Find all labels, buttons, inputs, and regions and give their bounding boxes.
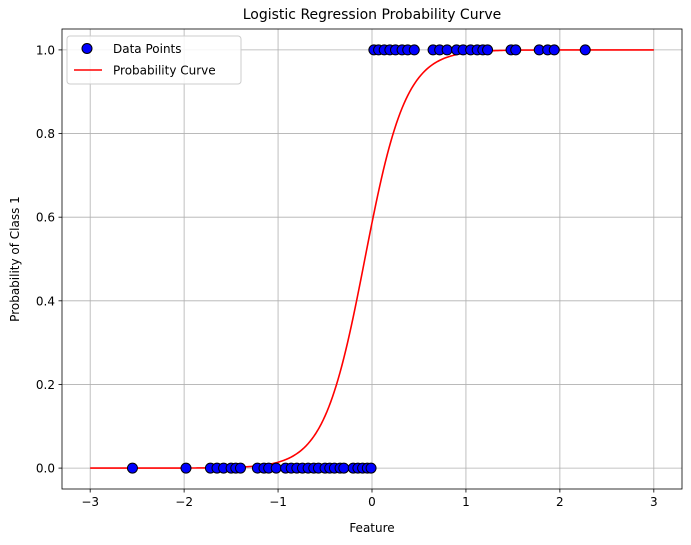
x-tick-label: 1 <box>462 495 470 509</box>
y-tick-label: 0.4 <box>36 294 55 308</box>
data-point <box>234 462 246 474</box>
legend-probability-curve-label: Probability Curve <box>113 64 216 78</box>
data-point <box>365 462 377 474</box>
x-axis-label: Feature <box>349 521 394 535</box>
axis-ticks: −3 −2 −1 0 1 2 3 0.0 0.2 0.4 0.6 0.8 1.0 <box>36 43 658 509</box>
x-tick-label: 0 <box>368 495 376 509</box>
y-axis-label: Probability of Class 1 <box>8 196 22 322</box>
y-tick-label: 0.2 <box>36 378 55 392</box>
x-tick-label: 3 <box>650 495 658 509</box>
data-point <box>270 462 282 474</box>
data-point <box>441 44 453 56</box>
legend: Data Points Probability Curve <box>66 35 242 85</box>
data-points-layer <box>126 44 591 474</box>
data-point <box>408 44 420 56</box>
legend-data-points-marker <box>81 43 93 54</box>
y-tick-label: 0.0 <box>36 462 55 476</box>
data-point <box>482 44 494 56</box>
x-tick-label: 2 <box>556 495 564 509</box>
y-tick-label: 1.0 <box>36 43 55 57</box>
y-tick-label: 0.8 <box>36 127 55 141</box>
data-point <box>180 462 192 474</box>
x-tick-label: −3 <box>81 495 99 509</box>
data-point <box>338 462 350 474</box>
data-point <box>126 462 138 474</box>
data-point <box>579 44 591 56</box>
x-tick-label: −1 <box>269 495 287 509</box>
data-point <box>510 44 522 56</box>
legend-box <box>66 35 242 85</box>
data-point <box>548 44 560 56</box>
legend-data-points-label: Data Points <box>113 42 182 56</box>
chart-title: Logistic Regression Probability Curve <box>243 7 502 23</box>
x-tick-label: −2 <box>175 495 193 509</box>
y-tick-label: 0.6 <box>36 211 55 225</box>
